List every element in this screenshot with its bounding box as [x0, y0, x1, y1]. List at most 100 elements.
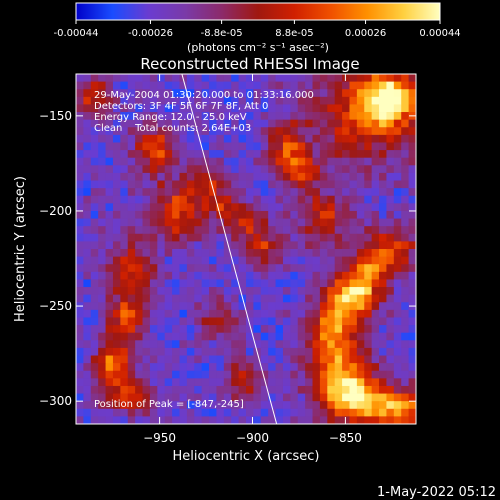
heatmap-cell — [334, 127, 343, 136]
heatmap-cell — [201, 347, 210, 356]
heatmap-cell — [386, 370, 395, 379]
heatmap-cell — [186, 302, 195, 311]
heatmap-cell — [127, 393, 136, 402]
heatmap-cell — [83, 218, 92, 227]
heatmap-cell — [83, 302, 92, 311]
colorbar-tick-label: 8.8e-05 — [275, 28, 313, 39]
heatmap-cell — [112, 317, 121, 326]
heatmap-cell — [356, 226, 365, 235]
heatmap-cell — [120, 203, 129, 212]
heatmap-cell — [135, 233, 143, 242]
heatmap-cell — [342, 294, 350, 303]
heatmap-cell — [172, 96, 180, 105]
heatmap-cell — [90, 347, 99, 356]
heatmap-cell — [201, 195, 210, 204]
heatmap-cell — [149, 408, 158, 417]
heatmap-cell — [135, 363, 143, 372]
heatmap-cell — [209, 142, 217, 151]
heatmap-cell — [334, 325, 343, 334]
heatmap-cell — [305, 172, 313, 181]
heatmap-cell — [349, 355, 358, 364]
heatmap-cell — [305, 347, 313, 356]
heatmap-cell — [253, 157, 262, 166]
heatmap-cell — [172, 172, 180, 181]
heatmap-cell — [135, 150, 143, 159]
heatmap-cell — [149, 203, 158, 212]
heatmap-cell — [172, 378, 180, 387]
heatmap-cell — [297, 385, 306, 394]
heatmap-cell — [83, 104, 92, 113]
heatmap-cell — [379, 279, 387, 288]
heatmap-cell — [386, 226, 395, 235]
heatmap-cell — [364, 81, 373, 90]
heatmap-cell — [319, 340, 328, 349]
heatmap-cell — [149, 241, 158, 250]
heatmap-cell — [275, 165, 284, 174]
heatmap-cell — [238, 188, 247, 197]
heatmap-cell — [186, 279, 195, 288]
heatmap-cell — [149, 96, 158, 105]
heatmap-cell — [90, 378, 99, 387]
heatmap-cell — [379, 142, 387, 151]
heatmap-cell — [282, 325, 291, 334]
heatmap-cell — [386, 271, 395, 280]
heatmap-cell — [408, 226, 416, 235]
heatmap-cell — [112, 195, 121, 204]
heatmap-cell — [164, 325, 173, 334]
heatmap-cell — [297, 340, 306, 349]
heatmap-cell — [83, 256, 92, 265]
heatmap-cell — [149, 180, 158, 189]
heatmap-cell — [393, 165, 402, 174]
heatmap-cell — [379, 188, 387, 197]
heatmap-cell — [172, 370, 180, 379]
heatmap-cell — [127, 287, 136, 296]
heatmap-cell — [76, 416, 84, 424]
heatmap-cell — [342, 195, 350, 204]
heatmap-cell — [342, 385, 350, 394]
heatmap-cell — [282, 332, 291, 341]
heatmap-cell — [157, 74, 166, 83]
heatmap-cell — [216, 218, 225, 227]
heatmap-cell — [157, 150, 166, 159]
heatmap-cell — [268, 408, 276, 417]
heatmap-cell — [186, 172, 195, 181]
heatmap-cell — [379, 325, 387, 334]
heatmap-cell — [319, 416, 328, 424]
heatmap-cell — [216, 249, 225, 258]
heatmap-cell — [120, 347, 129, 356]
heatmap-cell — [216, 355, 225, 364]
heatmap-cell — [356, 355, 365, 364]
heatmap-cell — [76, 378, 84, 387]
heatmap-cell — [334, 226, 343, 235]
heatmap-cell — [238, 96, 247, 105]
heatmap-cell — [319, 317, 328, 326]
heatmap-cell — [112, 271, 121, 280]
heatmap-cell — [149, 264, 158, 273]
heatmap-cell — [371, 172, 380, 181]
heatmap-cell — [164, 355, 173, 364]
heatmap-cell — [135, 378, 143, 387]
heatmap-cell — [120, 96, 129, 105]
heatmap-cell — [379, 127, 387, 136]
heatmap-cell — [408, 393, 416, 402]
heatmap-cell — [386, 203, 395, 212]
heatmap-cell — [290, 302, 299, 311]
heatmap-cell — [319, 119, 328, 128]
heatmap-cell — [282, 127, 291, 136]
heatmap-cell — [149, 294, 158, 303]
heatmap-cell — [282, 408, 291, 417]
heatmap-cell — [135, 309, 143, 318]
heatmap-cell — [201, 302, 210, 311]
heatmap-cell — [282, 294, 291, 303]
heatmap-cell — [393, 325, 402, 334]
heatmap-cell — [135, 256, 143, 265]
heatmap-cell — [282, 370, 291, 379]
heatmap-cell — [76, 385, 84, 394]
heatmap-cell — [393, 188, 402, 197]
heatmap-cell — [164, 416, 173, 424]
heatmap-cell — [260, 309, 269, 318]
heatmap-cell — [112, 172, 121, 181]
heatmap-cell — [135, 249, 143, 258]
heatmap-cell — [209, 172, 217, 181]
heatmap-cell — [393, 264, 402, 273]
